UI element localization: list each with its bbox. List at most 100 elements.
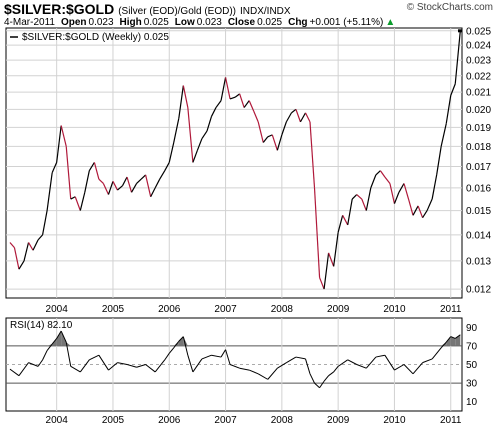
price-line-segment — [60, 125, 67, 147]
price-y-tick-label: 0.022 — [466, 71, 491, 82]
price-line-segment — [333, 232, 339, 267]
price-line-segment — [37, 234, 44, 241]
symbol-description: (Silver (EOD)/Gold (EOD)) — [118, 6, 236, 17]
price-line-segment — [74, 196, 81, 211]
price-y-tick-label: 0.018 — [466, 142, 491, 153]
price-line-segment — [440, 123, 447, 147]
price-line-segment — [267, 134, 273, 138]
rsi-line-segment — [394, 364, 405, 371]
rsi-line-segment — [211, 354, 222, 358]
high-label: High — [119, 17, 142, 28]
rsi-x-tick-label: 2011 — [440, 415, 462, 426]
close-label: Close — [227, 17, 256, 28]
rsi-line-segment — [79, 359, 90, 373]
price-line-segment — [102, 183, 110, 195]
quote-date: 4-Mar-2011 — [4, 17, 55, 28]
rsi-line-segment — [225, 349, 231, 365]
price-line-segment — [187, 107, 194, 163]
price-line-segment — [257, 121, 264, 143]
price-line-segment — [136, 178, 142, 184]
rsi-x-tick-label: 2008 — [271, 415, 294, 426]
price-line-segment — [299, 112, 307, 123]
rsi-line-segment — [356, 364, 367, 369]
price-line-segment — [361, 198, 367, 211]
price-line-segment — [253, 110, 259, 123]
price-line-segment — [145, 174, 152, 197]
price-line-segment — [65, 146, 72, 200]
rsi-panel: 10 30 50 70 90 2004 2005 2006 2007 2008 2009 2010 20… — [5, 317, 478, 426]
price-line-segment — [112, 181, 119, 191]
rsi-x-tick-label: 2009 — [327, 415, 350, 426]
symbol-label: $SILVER:$GOLD — [4, 1, 115, 17]
rsi-line-segment — [187, 355, 194, 373]
rsi-line-segment — [164, 353, 170, 361]
rsi-line-segment — [229, 364, 240, 369]
rsi-line-segment — [314, 382, 320, 389]
rsi-line-segment — [431, 347, 442, 360]
price-line-segment — [234, 93, 240, 98]
price-line-segment — [98, 178, 104, 184]
rsi-line-segment — [257, 373, 269, 380]
price-line-segment — [224, 77, 231, 100]
rsi-line-segment — [168, 347, 175, 354]
rsi-line-segment — [239, 367, 250, 371]
price-line-segment — [248, 100, 255, 112]
price-line-segment — [159, 170, 166, 180]
rsi-line-segment — [450, 336, 456, 339]
rsi-overbought-fill — [66, 342, 71, 346]
price-y-tick-label: 0.019 — [466, 123, 491, 134]
rsi-line-segment — [249, 369, 259, 375]
price-line-segment — [201, 130, 208, 140]
rsi-overbought-fill — [56, 331, 62, 346]
price-line-segment — [182, 85, 189, 108]
price-line-segment — [239, 93, 245, 108]
rsi-x-tick-label: 2005 — [102, 415, 125, 426]
rsi-y-tick-label: 90 — [466, 323, 478, 334]
rsi-legend: RSI(14) 82.10 — [10, 320, 73, 331]
rsi-line-segment — [98, 354, 109, 371]
rsi-overbought-fill — [446, 336, 451, 346]
rsi-line-segment — [440, 341, 447, 349]
close-value: 0.025 — [257, 17, 283, 28]
price-line-segment — [150, 187, 156, 198]
price-line-segment — [337, 215, 344, 233]
price-line-segment — [398, 183, 405, 193]
rsi-line-segment — [295, 356, 306, 360]
price-line-segment — [445, 95, 452, 124]
open-value: 0.023 — [88, 17, 114, 28]
price-line-segment — [42, 210, 48, 235]
price-line-segment — [262, 136, 269, 143]
rsi-line-segment — [220, 349, 226, 358]
rsi-line-segment — [347, 359, 357, 365]
rsi-line-segment — [445, 336, 452, 343]
rsi-line-segment — [18, 362, 29, 376]
chg-up-arrow: ▲ — [385, 17, 396, 28]
price-line-segment — [271, 134, 278, 151]
price-line-segment — [323, 252, 330, 290]
rsi-line-segment — [277, 362, 287, 369]
rsi-overbought-fill — [450, 336, 456, 346]
price-y-tick-label: 0.017 — [466, 162, 491, 173]
price-line-segment — [379, 170, 386, 178]
price-line-segment — [313, 187, 321, 278]
price-line-segment — [342, 215, 349, 226]
price-x-tick-label: 2007 — [214, 304, 237, 315]
rsi-line-segment — [65, 342, 72, 367]
chg-value: +0.001 (+5.11%) — [309, 17, 384, 28]
rsi-y-tick-label: 70 — [466, 341, 478, 352]
rsi-line-segment — [333, 366, 339, 373]
chg-label: Chg — [288, 17, 308, 28]
rsi-y-tick-label: 30 — [466, 379, 478, 390]
price-line-segment — [281, 121, 287, 136]
price-line-segment — [178, 85, 184, 119]
price-line-segment — [215, 100, 222, 108]
price-x-tick-label: 2006 — [158, 304, 181, 315]
price-line-segment — [93, 162, 100, 180]
price-line-segment — [384, 176, 391, 184]
price-x-tick-label: 2010 — [383, 304, 406, 315]
price-line-segment — [436, 146, 442, 175]
price-line-segment — [389, 183, 396, 204]
price-y-tick-label: 0.023 — [466, 56, 491, 67]
rsi-overbought-fill — [178, 336, 184, 346]
price-line-segment — [210, 107, 217, 117]
